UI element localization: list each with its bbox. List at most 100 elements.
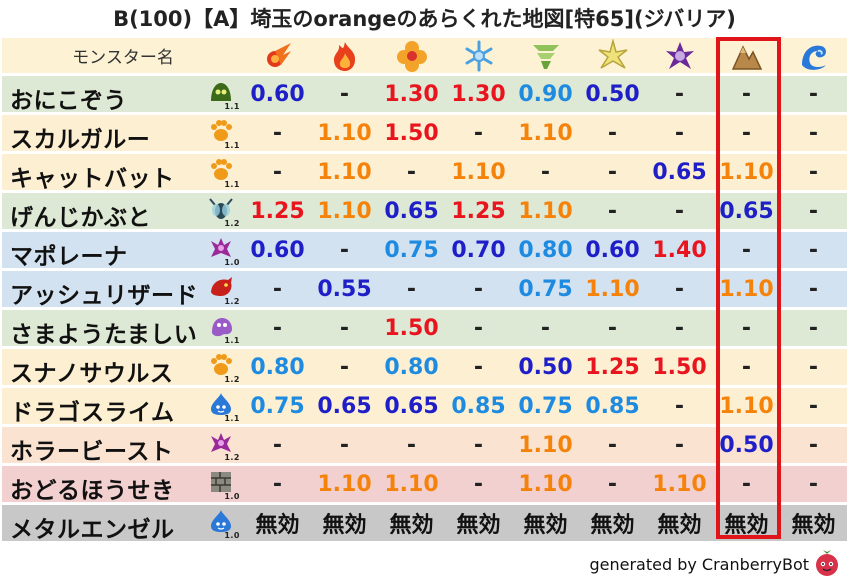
- resistance-value: 1.10: [512, 193, 579, 232]
- table-row: ドラゴスライム 1.1 0.75 0.65 0.65 0.85 0.75 0.85-1.10-: [2, 388, 847, 427]
- cranberry-icon: [816, 550, 838, 576]
- monster-name: おどるほうせき: [10, 478, 175, 504]
- monster-level: 1.0: [224, 258, 240, 267]
- monster-name: スナノサウルス: [10, 361, 174, 387]
- table-row: マポレーナ 1.0 0.60-0.75 0.70 0.80 0.60 1.40- -: [2, 232, 847, 271]
- resistance-value: -: [378, 427, 445, 466]
- resistance-value: 1.25: [579, 349, 646, 388]
- resistance-value: -: [244, 115, 311, 154]
- resistance-value: -: [311, 349, 378, 388]
- monster-name-cell: メタルエンゼル 1.0: [2, 505, 244, 544]
- monster-name: メタルエンゼル: [10, 517, 175, 543]
- resistance-value: -: [579, 193, 646, 232]
- resistance-value: 0.65: [378, 193, 445, 232]
- resistance-value: -: [244, 310, 311, 349]
- monster-name: おにこぞう: [10, 88, 128, 114]
- slime-blue-icon: [208, 391, 234, 417]
- monster-name-cell: ドラゴスライム 1.1: [2, 388, 244, 427]
- table-row: おどるほうせき 1.0-1.10 1.10-1.10-1.10- -: [2, 466, 847, 505]
- resistance-value: 0.55: [311, 271, 378, 310]
- monster-name-cell: マポレーナ 1.0: [2, 232, 244, 271]
- resistance-value: 0.65: [378, 388, 445, 427]
- resistance-value: -: [780, 115, 847, 154]
- monster-level: 1.0: [224, 492, 240, 501]
- resistance-value: -: [713, 466, 780, 505]
- resistance-value: -: [780, 349, 847, 388]
- darkness-icon: [646, 38, 713, 76]
- monster-name-cell: アッシュリザード 1.2: [2, 271, 244, 310]
- resistance-value: 0.85: [445, 388, 512, 427]
- resistance-value: -: [713, 76, 780, 115]
- slime-green-icon: [208, 79, 234, 105]
- monster-name: キャットバット: [10, 166, 175, 192]
- insect-icon: [208, 196, 234, 222]
- table-row: アッシュリザード 1.2-0.55- -0.75 1.10-1.10-: [2, 271, 847, 310]
- resistance-value: 無効: [646, 505, 713, 544]
- resistance-value: 1.10: [311, 466, 378, 505]
- resistance-value: 0.80: [244, 349, 311, 388]
- resistance-value: -: [445, 310, 512, 349]
- resistance-value: -: [646, 115, 713, 154]
- monster-name-cell: おどるほうせき 1.0: [2, 466, 244, 505]
- resistance-value: 1.50: [378, 115, 445, 154]
- resistance-value: 1.10: [512, 427, 579, 466]
- resistance-value: -: [512, 154, 579, 193]
- monster-level: 1.1: [224, 141, 240, 150]
- water-wave-icon: [780, 38, 847, 76]
- table-header-row: モンスター名: [2, 38, 847, 76]
- resistance-value: 0.65: [646, 154, 713, 193]
- monster-name-cell: ホラービースト 1.2: [2, 427, 244, 466]
- monster-name-header: モンスター名: [2, 38, 244, 76]
- resistance-table: モンスター名: [2, 38, 847, 544]
- paw-icon: [208, 118, 234, 144]
- monster-name: アッシュリザード: [10, 283, 198, 309]
- resistance-value: 1.10: [311, 115, 378, 154]
- earth-icon: [713, 38, 780, 76]
- paw-icon: [208, 352, 234, 378]
- table-row: スカルガルー 1.1-1.10 1.50-1.10- - - -: [2, 115, 847, 154]
- resistance-value: 1.40: [646, 232, 713, 271]
- resistance-value: 0.60: [579, 232, 646, 271]
- resistance-value: 0.65: [311, 388, 378, 427]
- resistance-value: 1.50: [378, 310, 445, 349]
- resistance-value: -: [445, 466, 512, 505]
- resistance-value: -: [780, 232, 847, 271]
- resistance-value: -: [445, 349, 512, 388]
- monster-level: 1.2: [224, 375, 240, 384]
- page-title: B(100)【A】埼玉のorangeのあらくれた地図[特65](ジバリア): [113, 7, 736, 31]
- resistance-value: -: [780, 310, 847, 349]
- monster-level: 1.1: [224, 414, 240, 423]
- resistance-value: 0.60: [244, 76, 311, 115]
- resistance-value: -: [713, 310, 780, 349]
- resistance-value: -: [244, 154, 311, 193]
- resistance-value: 1.30: [378, 76, 445, 115]
- table-row: ホラービースト 1.2- - - -1.10- -0.50-: [2, 427, 847, 466]
- resistance-value: -: [579, 154, 646, 193]
- dragon-red-icon: [208, 274, 234, 300]
- resistance-value: -: [311, 310, 378, 349]
- table-row: おにこぞう 1.1 0.60-1.30 1.30 0.90 0.50- - -: [2, 76, 847, 115]
- monster-name-cell: おにこぞう 1.1: [2, 76, 244, 115]
- resistance-value: 無効: [445, 505, 512, 544]
- resistance-value: 1.10: [311, 193, 378, 232]
- resistance-value: 0.75: [244, 388, 311, 427]
- table-row: スナノサウルス 1.2 0.80-0.80-0.50 1.25 1.50- -: [2, 349, 847, 388]
- resistance-value: 無効: [780, 505, 847, 544]
- fire-ball-icon: [244, 38, 311, 76]
- resistance-value: -: [780, 427, 847, 466]
- resistance-value: 無効: [311, 505, 378, 544]
- resistance-value: 0.85: [579, 388, 646, 427]
- resistance-value: -: [445, 115, 512, 154]
- monster-name: マポレーナ: [10, 244, 128, 270]
- resistance-value: -: [445, 271, 512, 310]
- monster-name-cell: キャットバット 1.1: [2, 154, 244, 193]
- resistance-value: 0.90: [512, 76, 579, 115]
- resistance-value: -: [713, 349, 780, 388]
- monster-level: 1.2: [224, 453, 240, 462]
- monster-level: 1.0: [224, 531, 240, 540]
- monster-name-cell: スカルガルー 1.1: [2, 115, 244, 154]
- monster-name: スカルガルー: [10, 127, 151, 153]
- resistance-value: 1.30: [445, 76, 512, 115]
- wind-icon: [512, 38, 579, 76]
- resistance-value: -: [244, 466, 311, 505]
